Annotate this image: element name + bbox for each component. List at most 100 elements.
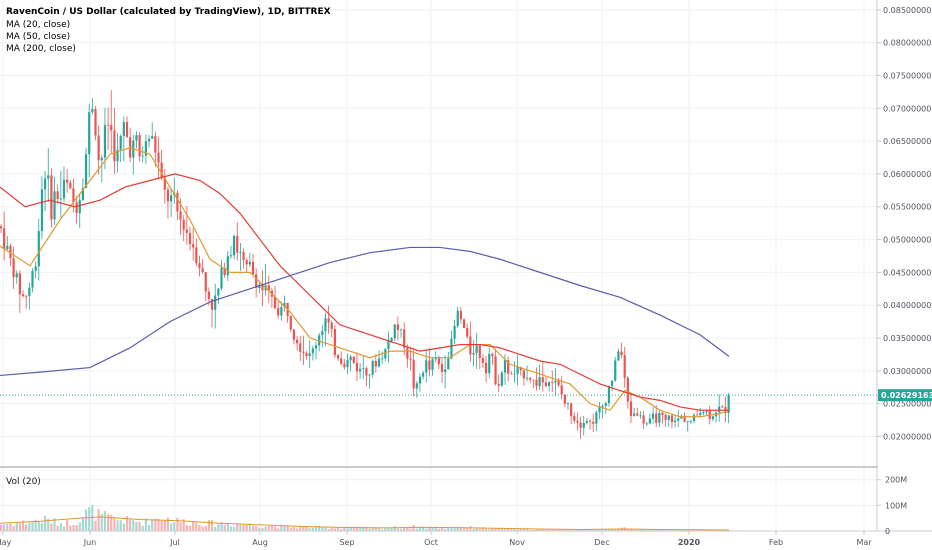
volume-bar xyxy=(588,529,592,531)
candle-body xyxy=(560,385,563,395)
volume-bar xyxy=(270,525,273,531)
candle-body xyxy=(692,414,696,422)
candle-body xyxy=(598,407,601,413)
volume-bar xyxy=(422,526,425,531)
volume-bar xyxy=(510,529,513,531)
volume-bar xyxy=(614,529,617,531)
candle-body xyxy=(314,345,318,349)
candle-body xyxy=(611,380,614,387)
volume-bar xyxy=(94,520,97,531)
volume-bar xyxy=(365,526,368,531)
volume-bar xyxy=(283,525,286,531)
volume-bar xyxy=(261,527,264,531)
ma200-line xyxy=(0,246,730,377)
volume-bar xyxy=(604,528,607,531)
volume-bar xyxy=(683,529,686,531)
candle-body xyxy=(570,403,573,417)
candle-body xyxy=(617,351,620,361)
volume-bar xyxy=(239,524,242,531)
volume-bar xyxy=(170,523,173,531)
volume-bar xyxy=(305,526,308,531)
candle-body xyxy=(371,361,374,375)
y-tick-label: 0.04000000 xyxy=(883,301,931,310)
candle-body xyxy=(308,353,311,357)
volume-bar xyxy=(472,529,475,531)
candle-body xyxy=(412,359,415,389)
volume-bar xyxy=(626,528,629,531)
volume-bar xyxy=(560,529,563,531)
candle-body xyxy=(3,228,6,250)
moving-averages xyxy=(0,147,730,418)
candle-body xyxy=(192,244,195,248)
volume-bar xyxy=(522,528,525,531)
candle-body xyxy=(664,415,667,420)
volume-bar xyxy=(286,525,289,531)
candle-body xyxy=(267,285,270,291)
volume-bar xyxy=(47,518,50,531)
candle-body xyxy=(91,109,94,113)
candle-body xyxy=(352,356,355,363)
candle-body xyxy=(248,261,251,265)
candle-body xyxy=(390,338,393,341)
candle-body xyxy=(677,418,680,421)
candle-body xyxy=(94,109,97,136)
volume-bar xyxy=(314,525,318,531)
candle-body xyxy=(365,368,368,376)
volume-bar xyxy=(6,523,9,531)
y-tick-label: 0.06500000 xyxy=(883,137,931,146)
volume-bar xyxy=(645,529,648,531)
volume-bar xyxy=(677,529,680,531)
candle-body xyxy=(289,315,292,330)
candle-body xyxy=(702,412,705,413)
volume-bar xyxy=(566,529,570,531)
candle-body xyxy=(15,273,18,278)
candle-body xyxy=(125,122,129,138)
candle-body xyxy=(538,377,541,387)
volume-bar xyxy=(535,528,538,531)
x-tick-label: Sep xyxy=(339,538,354,547)
candle-body xyxy=(648,418,651,424)
candle-body xyxy=(151,136,154,139)
candle-body xyxy=(456,310,459,327)
x-tick-label: Jul xyxy=(169,538,180,547)
candle-body xyxy=(639,415,642,417)
volume-bar xyxy=(144,518,147,531)
candle-body xyxy=(362,368,365,369)
volume-bar xyxy=(125,516,129,531)
volume-bar xyxy=(15,522,18,531)
candle-body xyxy=(69,182,72,189)
volume-bar xyxy=(437,528,440,531)
candle-body xyxy=(59,198,62,200)
volume-bar xyxy=(318,525,321,531)
x-tick-label: Oct xyxy=(424,538,438,547)
volume-bar xyxy=(702,529,705,531)
volume-bar xyxy=(658,529,661,531)
candle-body xyxy=(544,382,548,386)
candle-body xyxy=(170,195,173,202)
volume-bar xyxy=(563,529,566,531)
candle-body xyxy=(18,273,21,295)
volume-bar xyxy=(135,522,138,531)
y-tick-label: 0.03000000 xyxy=(883,367,931,376)
candle-body xyxy=(34,266,37,271)
candle-body xyxy=(585,420,588,423)
volume-bar xyxy=(330,527,333,531)
volume-bar xyxy=(689,529,692,531)
volume-bar xyxy=(485,528,488,531)
volume-bar xyxy=(642,529,645,531)
volume-bar xyxy=(377,527,381,531)
candle-body xyxy=(198,263,201,269)
volume-bar xyxy=(214,526,217,531)
chart-title: RavenCoin / US Dollar (calculated by Tra… xyxy=(6,7,331,17)
candle-body xyxy=(201,268,204,273)
candle-body xyxy=(292,329,296,340)
volume-bar xyxy=(475,528,478,531)
candle-body xyxy=(478,345,481,359)
volume-bar xyxy=(396,528,399,531)
volume-bar xyxy=(352,527,355,531)
candle-body xyxy=(494,356,497,384)
grid xyxy=(0,0,877,532)
candle-body xyxy=(210,298,214,310)
candle-body xyxy=(302,351,305,353)
